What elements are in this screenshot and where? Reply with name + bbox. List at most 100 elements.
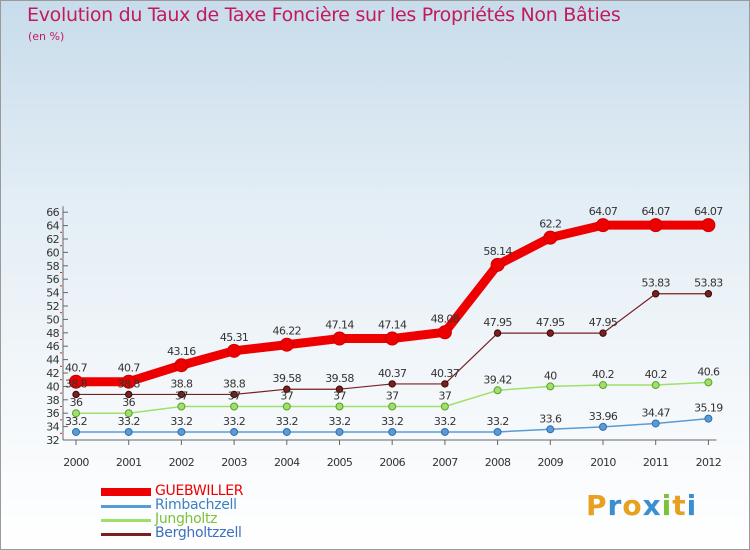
data-point-guebwiller: [437, 325, 452, 340]
y-tick-label: 40: [46, 380, 59, 393]
series-bergholtzzell: [72, 290, 713, 399]
data-point-rimbachzell: [493, 427, 502, 436]
data-point-guebwiller: [490, 257, 505, 272]
data-label-rimbachzell: 33.6: [539, 412, 562, 425]
data-point-jungholtz: [493, 386, 502, 395]
data-point-bergholtzzell: [125, 390, 133, 399]
x-tick-label: 2003: [221, 456, 247, 469]
data-label-rimbachzell: 33.2: [65, 415, 87, 428]
data-point-jungholtz: [230, 402, 239, 411]
x-tick-label: 2002: [169, 456, 195, 469]
legend-item-bergholtzzell: Bergholtzzell: [101, 525, 301, 541]
x-tick-label: 2010: [590, 456, 616, 469]
data-label-rimbachzell: 35.19: [694, 402, 723, 415]
data-point-jungholtz: [440, 402, 449, 411]
data-label-bergholtzzell: 40.37: [431, 367, 460, 380]
data-point-bergholtzzell: [335, 385, 344, 393]
legend-label-jungholtz: Jungholtz: [155, 511, 218, 527]
data-point-jungholtz: [651, 381, 660, 390]
data-label-jungholtz: 37: [438, 390, 451, 403]
logo-letter: i: [686, 489, 698, 522]
data-label-jungholtz: 37: [175, 390, 188, 403]
data-point-rimbachzell: [651, 419, 660, 428]
data-label-bergholtzzell: 38.8: [170, 377, 193, 390]
data-point-rimbachzell: [72, 427, 80, 436]
data-label-jungholtz: 37: [386, 390, 399, 403]
data-label-rimbachzell: 33.2: [276, 415, 298, 428]
y-tick-label: 38: [46, 394, 59, 407]
data-point-jungholtz: [599, 381, 607, 390]
data-label-jungholtz: 40.6: [697, 365, 720, 378]
data-label-guebwiller: 45.31: [220, 331, 249, 344]
y-tick-label: 56: [46, 273, 59, 286]
data-label-bergholtzzell: 40.37: [378, 367, 407, 380]
legend-label-guebwiller: GUEBWILLER: [155, 483, 244, 499]
data-point-rimbachzell: [335, 427, 344, 436]
data-label-bergholtzzell: 47.95: [536, 316, 565, 329]
y-tick-label: 60: [46, 246, 59, 259]
data-label-jungholtz: 37: [280, 390, 293, 403]
data-label-jungholtz: 36: [122, 396, 135, 409]
data-label-bergholtzzell: 53.83: [641, 277, 670, 290]
x-tick-label: 2006: [379, 456, 405, 469]
y-tick-label: 32: [46, 434, 59, 447]
data-point-rimbachzell: [388, 427, 397, 436]
data-label-guebwiller: 58.14: [483, 245, 512, 258]
data-point-guebwiller: [648, 218, 663, 233]
series-guebwiller: [69, 218, 716, 389]
y-tick-label: 36: [46, 407, 59, 420]
data-label-bergholtzzell: 47.95: [589, 316, 618, 329]
data-point-bergholtzzell: [546, 329, 554, 337]
legend-swatch-guebwiller: [101, 488, 151, 496]
data-point-rimbachzell: [546, 425, 555, 434]
data-label-jungholtz: 39.42: [483, 373, 512, 386]
data-point-bergholtzzell: [72, 390, 80, 399]
data-point-rimbachzell: [230, 427, 239, 436]
y-tick-label: 62: [46, 233, 59, 246]
y-tick-label: 46: [46, 340, 59, 353]
data-point-jungholtz: [388, 402, 397, 411]
axes: 3234363840424446485052545658606264662000…: [46, 206, 722, 469]
data-point-guebwiller: [332, 331, 347, 346]
x-tick-label: 2012: [696, 456, 722, 469]
data-label-guebwiller: 47.14: [325, 319, 354, 332]
legend-label-bergholtzzell: Bergholtzzell: [155, 525, 242, 541]
data-point-jungholtz: [546, 382, 555, 391]
data-point-jungholtz: [335, 402, 344, 411]
data-point-bergholtzzell: [441, 380, 449, 388]
data-point-bergholtzzell: [283, 385, 291, 393]
data-point-jungholtz: [124, 409, 133, 418]
data-label-rimbachzell: 33.2: [118, 415, 140, 428]
logo-letter: t: [672, 489, 687, 522]
data-label-guebwiller: 43.16: [167, 345, 196, 358]
data-label-jungholtz: 40.2: [645, 368, 667, 381]
data-label-rimbachzell: 33.2: [487, 415, 509, 428]
series-rimbachzell: [72, 414, 713, 436]
data-label-guebwiller: 64.07: [641, 205, 670, 218]
data-point-bergholtzzell: [177, 390, 186, 399]
data-point-bergholtzzell: [599, 329, 607, 337]
y-tick-label: 42: [46, 367, 59, 380]
data-label-guebwiller: 46.22: [273, 325, 302, 338]
data-label-rimbachzell: 34.47: [641, 406, 670, 419]
data-point-guebwiller: [543, 230, 558, 245]
data-label-bergholtzzell: 53.83: [694, 277, 723, 290]
data-point-guebwiller: [121, 374, 136, 389]
data-label-guebwiller: 62.2: [539, 218, 561, 231]
data-point-bergholtzzell: [388, 380, 396, 388]
logo-letter: i: [661, 489, 673, 522]
x-tick-label: 2001: [116, 456, 142, 469]
data-point-rimbachzell: [124, 427, 133, 436]
logo-letter: o: [622, 489, 643, 522]
data-label-jungholtz: 37: [228, 390, 241, 403]
x-tick-label: 2009: [537, 456, 563, 469]
data-label-bergholtzzell: 39.58: [325, 372, 354, 385]
data-point-jungholtz: [704, 378, 713, 387]
legend-swatch-bergholtzzell: [101, 533, 151, 536]
legend-item-rimbachzell: Rimbachzell: [101, 497, 301, 513]
legend-item-jungholtz: Jungholtz: [101, 511, 301, 527]
data-point-guebwiller: [385, 331, 400, 346]
data-point-bergholtzzell: [230, 390, 238, 399]
data-label-bergholtzzell: 39.58: [273, 372, 302, 385]
